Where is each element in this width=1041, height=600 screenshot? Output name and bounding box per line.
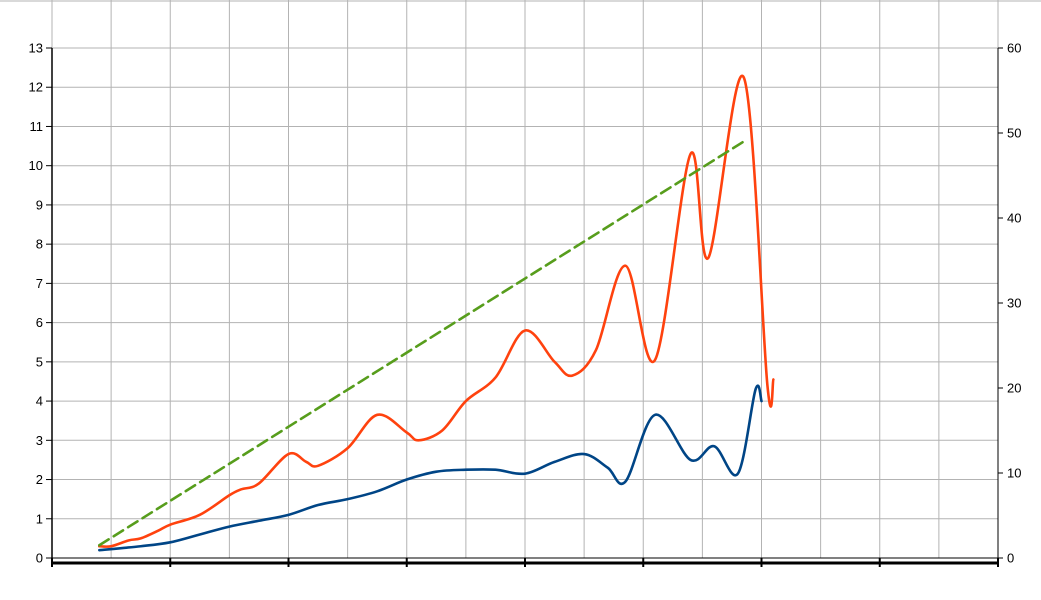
right-tick-label: 0: [1007, 551, 1014, 566]
left-tick-label: 2: [36, 472, 43, 487]
left-tick-label: 13: [29, 41, 43, 56]
series-line-3: [98, 140, 746, 547]
right-tick-label: 10: [1007, 466, 1021, 481]
right-tick-label: 20: [1007, 381, 1021, 396]
right-tick-label: 30: [1007, 296, 1021, 311]
right-tick-label: 60: [1007, 41, 1021, 56]
left-tick-label: 3: [36, 433, 43, 448]
series-line-2: [98, 384, 763, 552]
left-tick-label: 9: [36, 197, 43, 212]
series-layer: [98, 74, 775, 552]
left-tick-label: 11: [30, 119, 44, 134]
left-tick-label: 10: [29, 158, 43, 173]
right-tick-label: 50: [1007, 126, 1021, 141]
right-y-axis: 0 10 20 30 40 50 60: [997, 41, 1021, 566]
left-tick-label: 4: [36, 394, 43, 409]
gridlines: [0, 0, 1041, 559]
left-tick-label: 0: [36, 551, 43, 566]
left-tick-label: 1: [36, 511, 43, 526]
left-tick-label: 5: [36, 354, 43, 369]
right-tick-label: 40: [1007, 211, 1021, 226]
left-tick-label: 7: [36, 276, 43, 291]
left-tick-label: 12: [29, 80, 43, 95]
series-line-1: [98, 74, 775, 548]
left-tick-label: 6: [36, 315, 43, 330]
left-tick-label: 8: [36, 237, 43, 252]
x-axis: [51, 557, 999, 567]
